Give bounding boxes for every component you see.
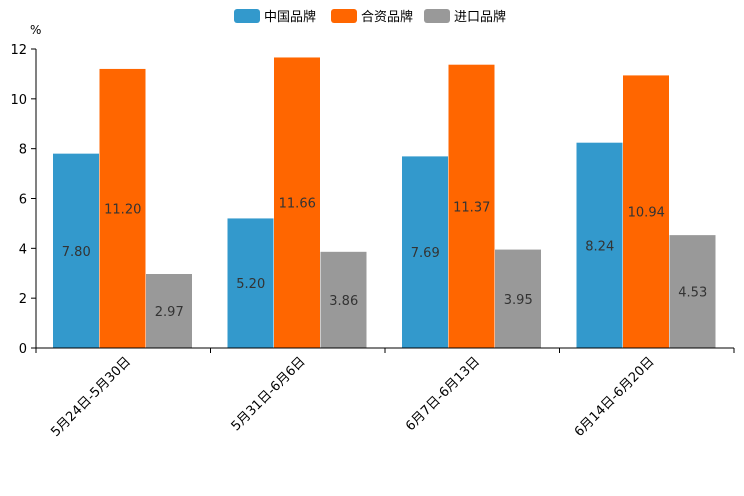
- y-tick-label: 8: [19, 143, 27, 158]
- data-label: 11.66: [279, 197, 316, 212]
- bar-2-1: [99, 68, 146, 348]
- bars: 7.80 5.20 7.69 8.24 11.20 11.66 11.37 10.94 2.97…: [53, 57, 716, 348]
- bar-2-4: [623, 75, 669, 348]
- data-label: 7.69: [411, 246, 440, 261]
- bar-1-4: [576, 142, 623, 348]
- bar-1-2: [227, 218, 274, 348]
- legend-label: 合资品牌: [361, 9, 413, 25]
- legend-swatch: [331, 9, 357, 23]
- data-label: 5.20: [236, 277, 265, 292]
- data-label: 11.20: [104, 202, 141, 217]
- bar-3-4: [669, 235, 716, 348]
- y-tick-label: 10: [10, 93, 27, 108]
- bar-1-3: [402, 156, 448, 348]
- x-category-label: 6月14日-6月20日: [572, 354, 658, 440]
- data-label: 3.95: [504, 293, 533, 308]
- y-tick-label: 6: [19, 193, 27, 208]
- legend-label: 中国品牌: [264, 9, 316, 25]
- y-tick-label: 4: [19, 242, 27, 257]
- x-category-label: 5月31日-6月6日: [229, 354, 309, 434]
- data-label: 2.97: [155, 305, 184, 320]
- bar-2-3: [448, 64, 495, 348]
- bar-2-2: [274, 57, 320, 348]
- x-category-label: 6月7日-6月13日: [403, 354, 483, 434]
- bar-3-3: [495, 249, 541, 348]
- data-label: 8.24: [585, 239, 614, 254]
- data-label: 7.80: [62, 245, 91, 260]
- legend-swatch: [424, 9, 450, 23]
- y-tick-label: 2: [19, 292, 27, 307]
- data-label: 11.37: [453, 200, 490, 215]
- data-label: 10.94: [628, 206, 665, 221]
- x-category-label: 5月24日-5月30日: [48, 354, 134, 440]
- bar-3-2: [320, 251, 367, 348]
- legend-swatch: [234, 9, 260, 23]
- x-axis: 5月24日-5月30日 5月31日-6月6日 6月7日-6月13日 6月14日-6月2…: [35, 347, 735, 440]
- y-axis: 0 2 4 6 8 10 12: [10, 43, 37, 357]
- bar-3-1: [146, 273, 192, 348]
- y-tick-label: 12: [10, 43, 27, 58]
- data-label: 4.53: [678, 286, 707, 301]
- legend: 中国品牌 合资品牌 进口品牌: [234, 9, 506, 25]
- bar-1-1: [53, 153, 99, 348]
- y-tick-label: 0: [19, 342, 27, 357]
- data-label: 3.86: [329, 294, 358, 309]
- y-axis-unit-label: %: [30, 23, 41, 37]
- legend-label: 进口品牌: [454, 9, 506, 25]
